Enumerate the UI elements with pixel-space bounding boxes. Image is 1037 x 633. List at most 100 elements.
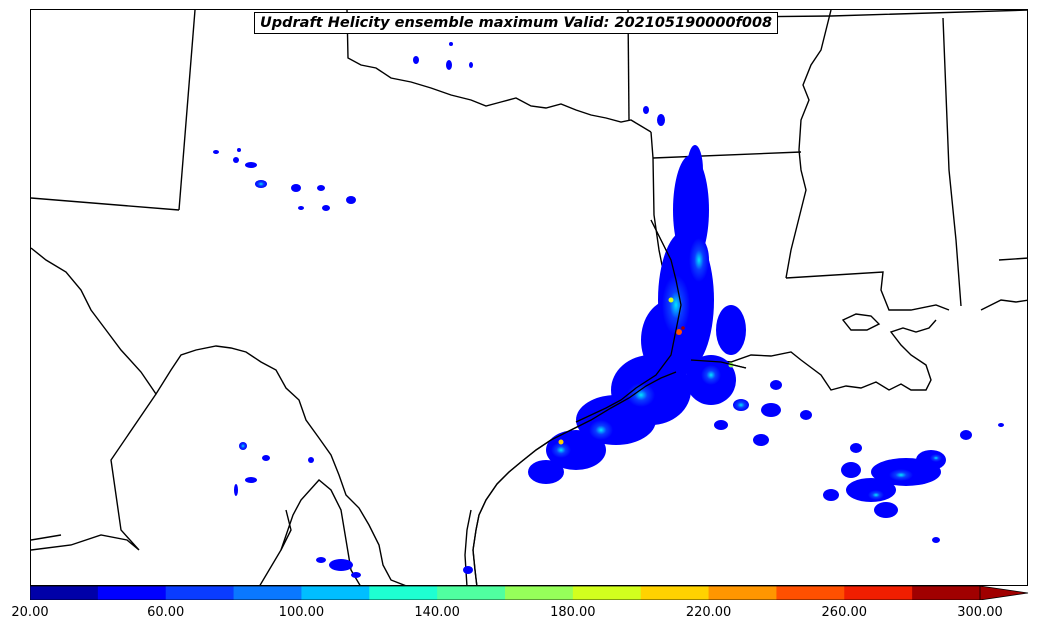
helicity-cell bbox=[930, 454, 942, 462]
colorbar-extend-arrow bbox=[979, 586, 1029, 600]
helicity-cell bbox=[657, 114, 665, 126]
helicity-peak bbox=[676, 329, 682, 335]
helicity-cell bbox=[714, 420, 728, 430]
helicity-cell bbox=[213, 150, 219, 154]
river-path-overlay bbox=[575, 219, 682, 423]
colorbar-tick-label: 60.00 bbox=[147, 605, 185, 620]
helicity-cell bbox=[351, 572, 361, 578]
colorbar bbox=[30, 586, 1029, 600]
colorbar-segment bbox=[640, 586, 710, 600]
helicity-cell bbox=[662, 275, 690, 335]
map-canvas bbox=[31, 10, 1027, 585]
helicity-cell bbox=[317, 185, 325, 191]
state-border-fl bbox=[998, 257, 1027, 261]
helicity-cell bbox=[316, 557, 326, 563]
lake-pontchartrain bbox=[841, 313, 881, 331]
colorbar-segment bbox=[572, 586, 642, 600]
colorbar-tick-label: 100.00 bbox=[278, 605, 325, 620]
colorbar-tick-label: 20.00 bbox=[11, 605, 49, 620]
colorbar-segment bbox=[369, 586, 438, 600]
state-border-ar-la bbox=[652, 151, 802, 159]
helicity-cell bbox=[291, 184, 301, 192]
colorbar-segment bbox=[301, 586, 370, 600]
helicity-cell bbox=[551, 442, 571, 458]
helicity-peak bbox=[558, 439, 564, 445]
colorbar-tick-label: 300.00 bbox=[957, 605, 1003, 620]
colorbar-segment bbox=[165, 586, 235, 600]
helicity-cell bbox=[823, 489, 839, 501]
texas-coast-overlay bbox=[472, 371, 677, 585]
helicity-cell bbox=[932, 537, 940, 543]
helicity-cell bbox=[960, 430, 972, 440]
helicity-cell bbox=[889, 469, 913, 481]
overlay-lines bbox=[472, 219, 747, 585]
river-path-2-overlay bbox=[690, 359, 747, 369]
colorbar-segment bbox=[844, 586, 913, 600]
helicity-cell bbox=[234, 484, 238, 496]
state-border-la-ms bbox=[785, 271, 950, 311]
colorbar-tick-label: 220.00 bbox=[685, 605, 732, 620]
helicity-cell bbox=[322, 205, 330, 211]
helicity-cell bbox=[329, 559, 353, 571]
state-border-nm-south bbox=[31, 197, 180, 211]
helicity-cell bbox=[716, 305, 746, 355]
colorbar-segment bbox=[233, 586, 302, 600]
red-river-border bbox=[346, 10, 652, 133]
colorbar-segment bbox=[30, 586, 99, 600]
helicity-cell bbox=[733, 399, 749, 411]
helicity-peak bbox=[668, 297, 674, 303]
state-border-ms-al bbox=[942, 17, 962, 307]
helicity-cell bbox=[753, 434, 769, 446]
helicity-peak bbox=[681, 326, 685, 330]
colorbar-tick-label: 180.00 bbox=[550, 605, 596, 620]
helicity-cell bbox=[298, 206, 304, 210]
map-title: Updraft Helicity ensemble maximum Valid:… bbox=[254, 12, 779, 34]
helicity-field bbox=[213, 42, 1004, 578]
colorbar-segment bbox=[912, 586, 981, 600]
colorbar-segment bbox=[97, 586, 167, 600]
helicity-cell bbox=[701, 365, 721, 385]
helicity-cell bbox=[800, 410, 812, 420]
colorbar-segment bbox=[505, 586, 574, 600]
helicity-cell bbox=[998, 423, 1004, 427]
helicity-cell bbox=[850, 443, 862, 453]
helicity-cell bbox=[245, 477, 257, 483]
helicity-cell bbox=[687, 145, 703, 195]
colorbar-segment bbox=[776, 586, 845, 600]
helicity-cell bbox=[449, 42, 453, 46]
colorbar-segment bbox=[708, 586, 777, 600]
helicity-cell bbox=[255, 180, 267, 188]
mexico-state-line-1 bbox=[31, 393, 157, 551]
helicity-cell bbox=[627, 383, 655, 407]
helicity-cell bbox=[761, 403, 781, 417]
helicity-cell bbox=[237, 148, 241, 152]
mexico-state-line-4 bbox=[31, 534, 62, 541]
helicity-cell bbox=[413, 56, 419, 64]
helicity-cell bbox=[463, 566, 473, 574]
helicity-cell bbox=[446, 60, 452, 70]
helicity-cell bbox=[589, 420, 613, 440]
helicity-cell bbox=[770, 380, 782, 390]
helicity-cell bbox=[346, 196, 356, 204]
state-border-nm-west bbox=[178, 10, 196, 211]
louisiana-coast bbox=[675, 319, 937, 391]
helicity-cell bbox=[868, 490, 884, 500]
helicity-cell bbox=[262, 455, 270, 461]
colorbar-tick-label: 260.00 bbox=[821, 605, 868, 620]
helicity-cell bbox=[239, 442, 247, 450]
helicity-cell bbox=[233, 157, 239, 163]
mexico-state-line-3 bbox=[280, 509, 292, 551]
helicity-cell bbox=[469, 62, 473, 68]
map-panel bbox=[30, 9, 1028, 586]
mexico-state-line-2 bbox=[259, 479, 361, 585]
helicity-cell bbox=[643, 106, 649, 114]
rio-grande-border bbox=[31, 247, 406, 585]
colorbar-tick-label: 140.00 bbox=[414, 605, 460, 620]
barrier-island bbox=[464, 509, 472, 585]
helicity-cell bbox=[528, 460, 564, 484]
helicity-cell bbox=[245, 162, 257, 168]
state-border-fl-al bbox=[980, 299, 1027, 311]
helicity-cell bbox=[689, 238, 709, 282]
colorbar-segment bbox=[437, 586, 506, 600]
helicity-cell bbox=[874, 502, 898, 518]
